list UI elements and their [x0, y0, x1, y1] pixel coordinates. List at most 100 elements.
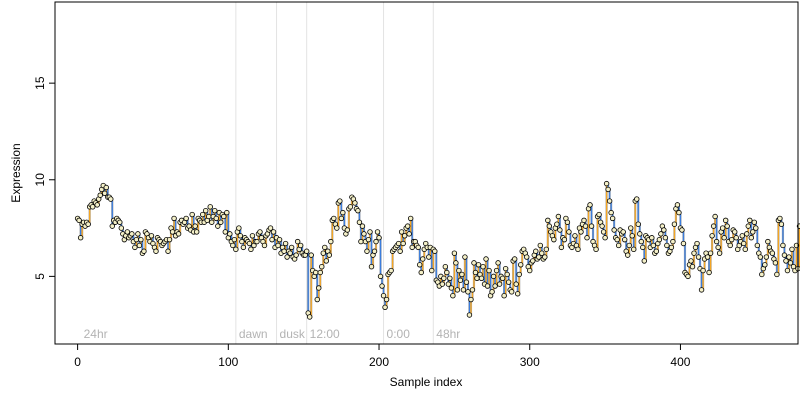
y-tick-label: 5 — [33, 273, 47, 280]
data-point — [637, 231, 643, 237]
data-point — [224, 209, 230, 216]
data-point — [148, 233, 155, 239]
region-label: dawn — [239, 327, 268, 341]
y-tick-label: 15 — [33, 76, 47, 90]
data-point — [269, 236, 275, 243]
data-point — [493, 267, 500, 274]
data-point — [748, 235, 754, 241]
data-point — [777, 215, 783, 222]
data-point — [326, 252, 332, 258]
data-point — [331, 215, 337, 222]
data-point — [513, 281, 519, 287]
data-point — [85, 221, 91, 227]
data-point — [492, 283, 498, 289]
data-point — [753, 225, 759, 231]
data-point — [420, 256, 426, 262]
data-point — [762, 262, 768, 268]
data-point — [141, 248, 147, 254]
data-point — [103, 184, 109, 191]
data-point — [328, 238, 334, 245]
data-point — [537, 242, 543, 249]
y-tick-label: 10 — [33, 173, 47, 187]
data-point — [781, 252, 788, 258]
data-point — [615, 242, 622, 249]
data-point — [502, 265, 509, 272]
data-point — [133, 236, 140, 243]
data-point — [691, 250, 697, 256]
data-point — [653, 248, 660, 254]
data-point — [340, 209, 346, 216]
data-point — [634, 196, 640, 202]
data-point — [441, 275, 447, 282]
data-point — [508, 289, 515, 295]
data-point — [444, 269, 450, 276]
data-point — [486, 267, 492, 274]
data-point — [572, 233, 578, 239]
data-point — [132, 244, 138, 251]
data-point — [709, 233, 715, 239]
data-point — [496, 281, 503, 287]
data-point — [320, 250, 326, 256]
data-point — [313, 269, 319, 276]
data-point — [480, 264, 486, 270]
data-point — [364, 248, 370, 254]
data-point — [763, 254, 770, 260]
data-point — [417, 262, 423, 268]
data-point — [721, 235, 727, 241]
data-point — [355, 207, 361, 214]
data-point — [447, 275, 453, 282]
data-point — [557, 227, 563, 233]
data-point — [284, 254, 290, 260]
data-point — [374, 229, 381, 235]
data-point — [462, 254, 468, 260]
data-point — [484, 283, 491, 289]
data-point — [611, 227, 617, 233]
data-point — [457, 277, 464, 283]
data-point — [388, 267, 394, 274]
data-point — [631, 246, 637, 253]
data-point — [212, 207, 218, 214]
data-point — [401, 233, 408, 239]
change-segments — [78, 183, 800, 317]
data-point — [554, 221, 560, 227]
data-point — [356, 219, 363, 225]
data-point — [377, 273, 384, 280]
data-point — [694, 240, 700, 247]
data-point — [593, 246, 599, 253]
data-point — [649, 235, 655, 241]
data-point — [135, 231, 141, 237]
data-point — [536, 254, 542, 260]
data-point — [719, 225, 726, 231]
data-point — [237, 233, 244, 239]
data-point — [334, 225, 340, 231]
data-point — [626, 242, 632, 249]
data-point — [588, 223, 595, 229]
data-point — [712, 213, 718, 220]
data-point — [741, 240, 747, 247]
data-point — [517, 262, 524, 268]
data-point — [89, 204, 96, 210]
data-point — [539, 250, 545, 256]
data-point — [757, 254, 764, 260]
data-point — [124, 229, 131, 235]
data-point — [77, 235, 84, 241]
data-point — [239, 238, 245, 245]
data-point — [308, 252, 314, 258]
data-point — [254, 238, 260, 245]
data-point — [558, 244, 565, 251]
x-tick-label: 400 — [670, 355, 690, 369]
data-point — [638, 238, 644, 245]
data-point — [727, 242, 733, 249]
data-point — [787, 260, 794, 266]
data-point — [603, 180, 610, 187]
data-point — [784, 267, 791, 274]
data-point — [165, 248, 171, 254]
data-point — [117, 219, 123, 225]
data-point — [338, 215, 345, 222]
data-point — [635, 221, 641, 227]
data-point — [367, 229, 373, 235]
data-point — [599, 223, 605, 229]
data-point — [745, 223, 751, 229]
x-tick-label: 200 — [369, 355, 389, 369]
data-point — [606, 198, 613, 204]
